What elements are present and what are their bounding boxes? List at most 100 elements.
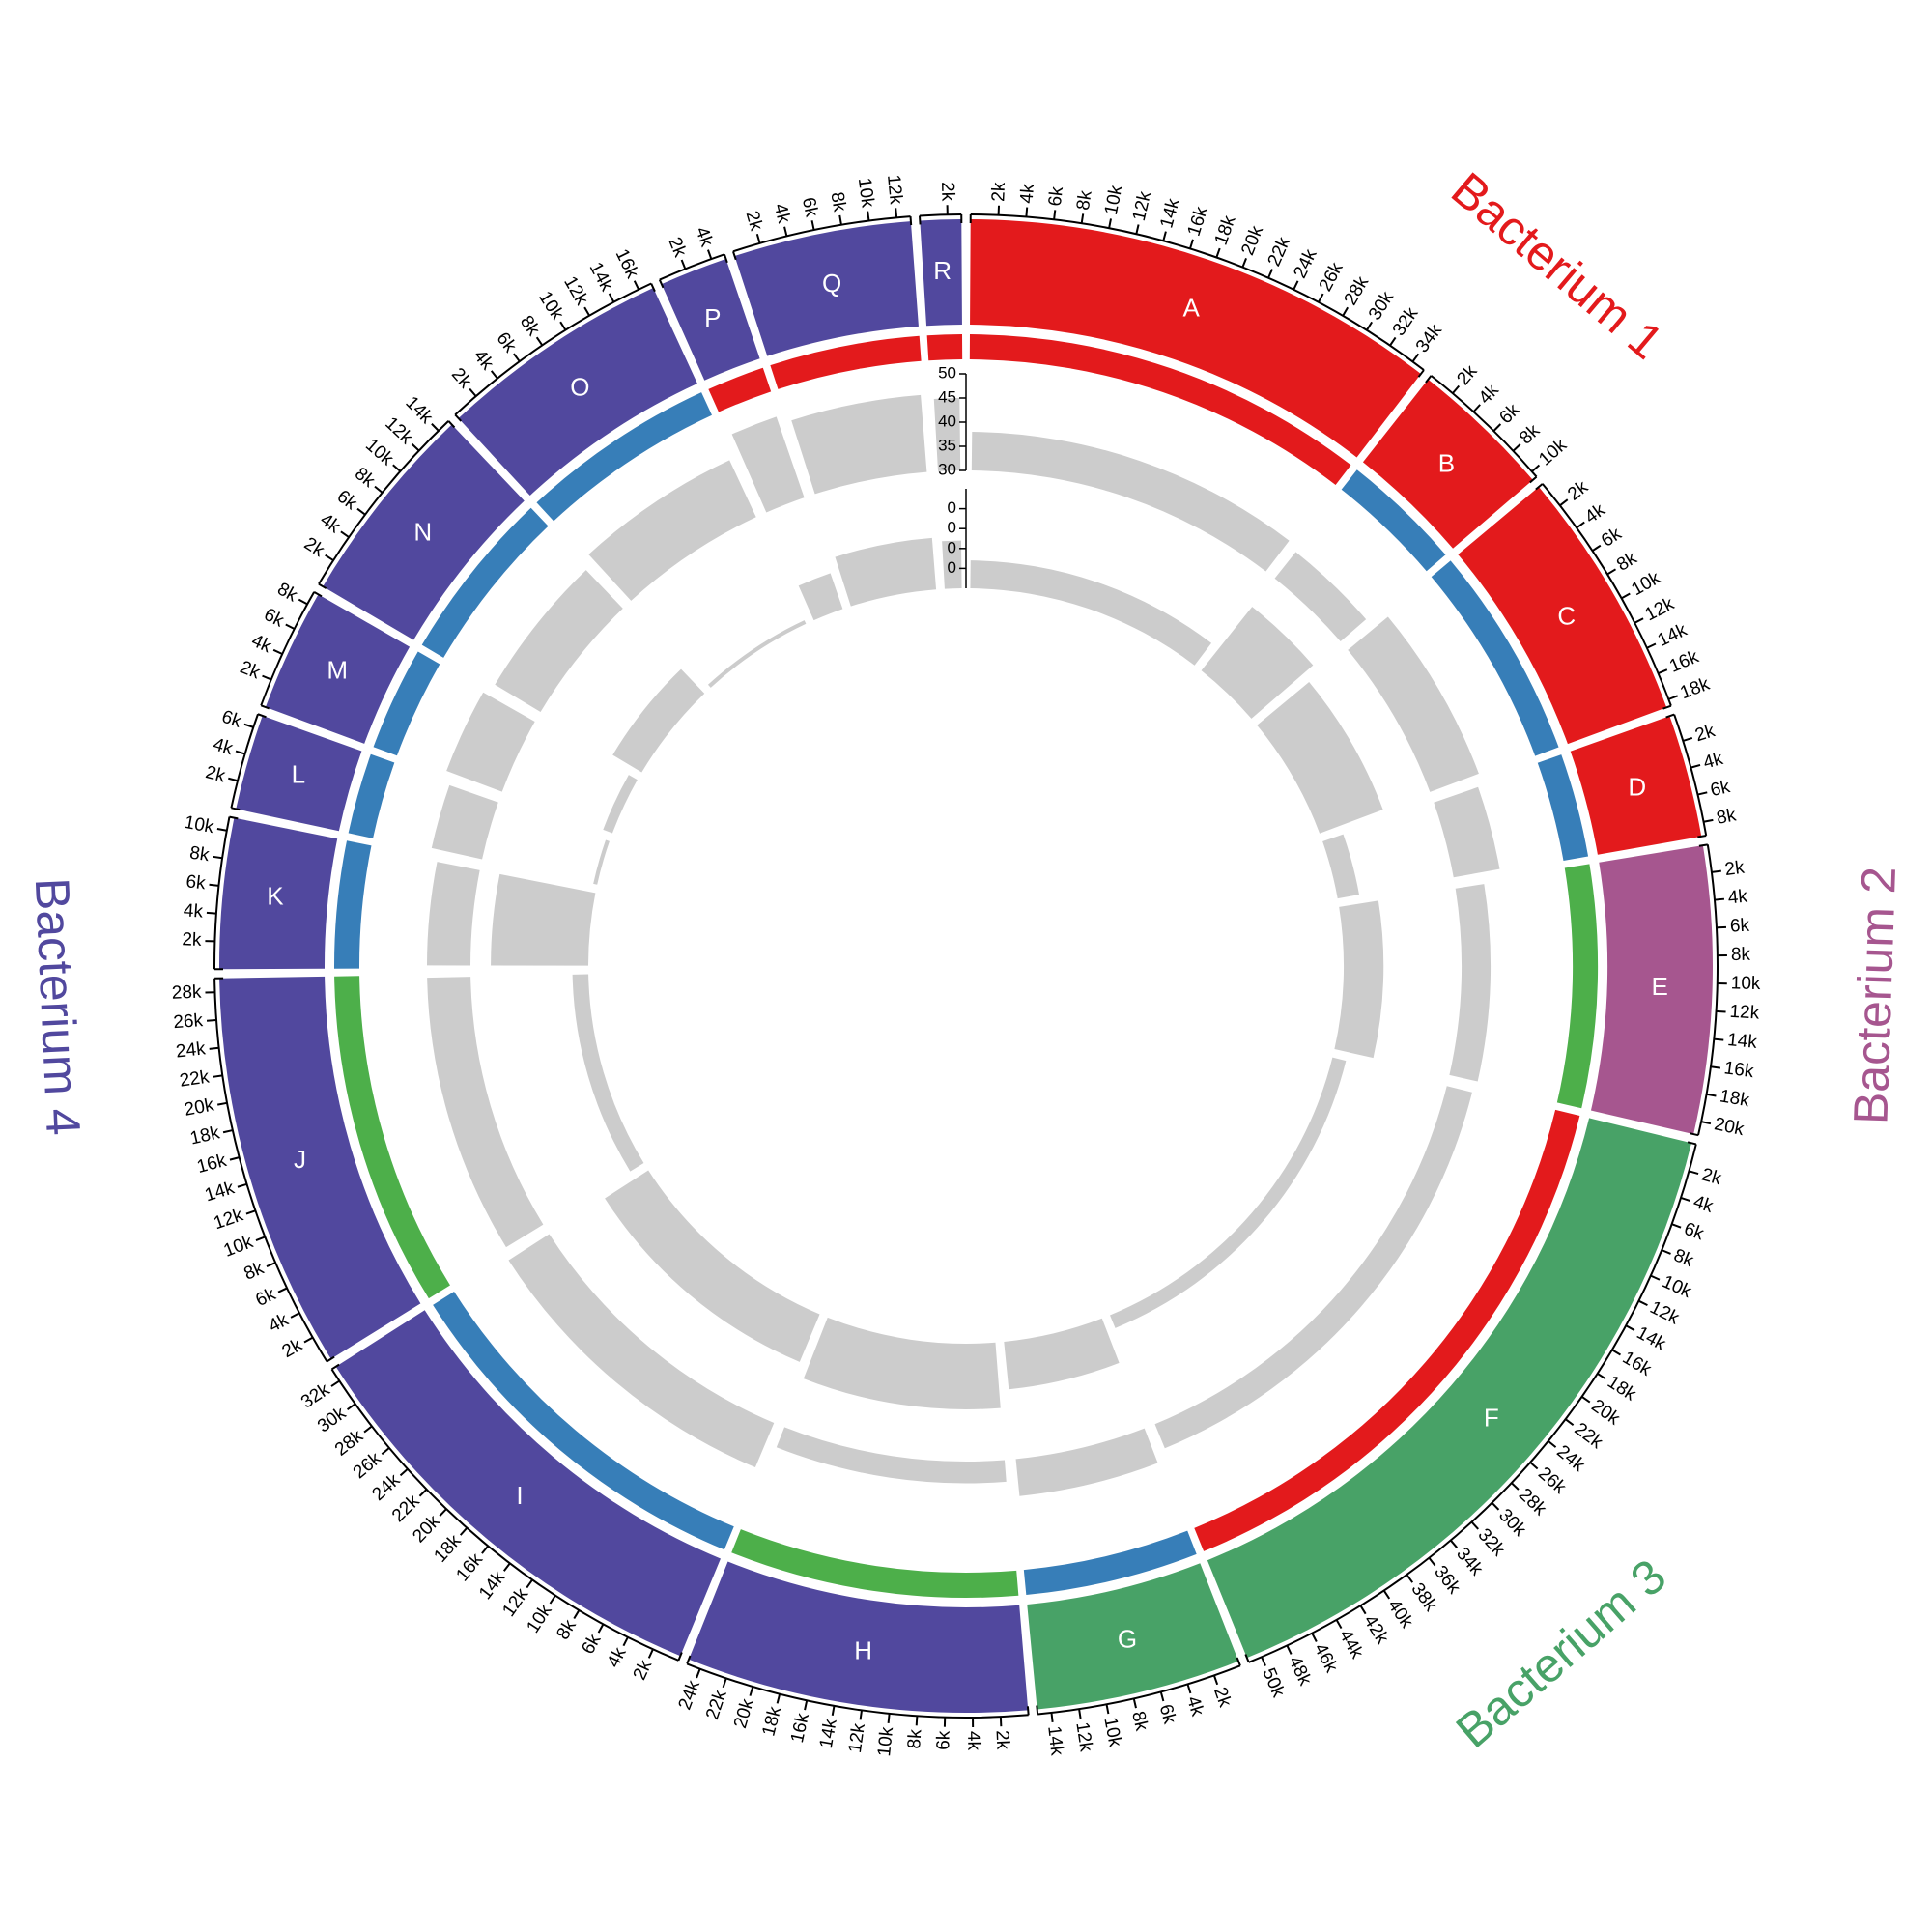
tick-mark xyxy=(1215,247,1221,258)
group-label: Bacterium 3 xyxy=(1446,1548,1676,1758)
track-bar xyxy=(605,1170,820,1362)
track-bar xyxy=(791,394,927,495)
tick-label: 2k xyxy=(1454,361,1482,389)
tick-label: 14k xyxy=(1634,1322,1669,1354)
tick-label: 6k xyxy=(578,1631,605,1658)
tick-label: 28k xyxy=(1515,1485,1550,1520)
tick-label: 18k xyxy=(430,1530,465,1566)
segment-band xyxy=(731,1529,1019,1599)
tick-label: 26k xyxy=(1534,1463,1570,1498)
tick-label: 8k xyxy=(1127,1710,1151,1734)
tick-mark xyxy=(887,1713,891,1723)
tick-label: 42k xyxy=(1359,1611,1392,1648)
tick-mark xyxy=(1591,544,1602,553)
tick-mark xyxy=(1318,293,1324,303)
track-bar xyxy=(731,416,805,513)
tick-mark xyxy=(303,1336,314,1344)
tick-mark xyxy=(1132,1698,1137,1709)
tick-label: 4k xyxy=(691,224,717,249)
tick-label: 8k xyxy=(188,842,211,866)
tick-label: 2k xyxy=(1723,858,1746,880)
segment-label: J xyxy=(294,1145,306,1174)
segment-band xyxy=(1023,1530,1197,1596)
track-tick-label: 45 xyxy=(938,387,956,406)
tick-mark xyxy=(1241,257,1247,268)
tick-label: 10k xyxy=(361,435,397,469)
tick-mark xyxy=(1293,280,1299,291)
group-label: Bacterium 1 xyxy=(1441,162,1673,370)
axis-end xyxy=(1425,375,1433,384)
tick-mark xyxy=(831,1705,836,1716)
segment-block xyxy=(1362,379,1533,549)
track-tick-label: 40 xyxy=(938,412,956,430)
tick-mark xyxy=(1105,1704,1110,1715)
segment-band xyxy=(969,334,1351,485)
tick-mark xyxy=(392,464,401,472)
segment-band xyxy=(1341,469,1446,572)
axis-end xyxy=(330,1363,340,1371)
tick-label: 14k xyxy=(475,1567,510,1603)
track-bar xyxy=(707,620,807,688)
tick-label: 4k xyxy=(248,631,274,658)
tick-mark xyxy=(810,220,815,231)
tick-mark xyxy=(216,827,227,832)
segment-block xyxy=(1458,487,1667,745)
tick-label: 16k xyxy=(452,1549,487,1585)
tick-mark xyxy=(1661,1249,1671,1255)
tick-mark xyxy=(549,1595,556,1605)
tick-mark xyxy=(206,1019,217,1022)
tick-mark xyxy=(1342,306,1350,317)
track-bar xyxy=(1154,1086,1472,1449)
tick-label: 18k xyxy=(1211,213,1240,247)
tick-mark xyxy=(526,1578,533,1589)
tick-label: 4k xyxy=(1475,380,1503,408)
tick-mark xyxy=(559,321,567,331)
tick-label: 20k xyxy=(409,1511,444,1547)
tick-label: 2k xyxy=(1699,1165,1724,1190)
track-bar xyxy=(1322,834,1359,899)
segment-block xyxy=(1590,845,1714,1135)
axis-end xyxy=(1698,843,1708,847)
tick-mark xyxy=(235,750,245,755)
tick-label: 28k xyxy=(331,1426,367,1461)
tick-mark xyxy=(399,1467,409,1477)
segment-axis xyxy=(919,213,962,217)
tick-mark xyxy=(573,1609,581,1620)
tick-label: 2k xyxy=(204,762,228,786)
segment-label: I xyxy=(516,1481,523,1510)
tick-label: 6k xyxy=(1045,185,1067,208)
tick-label: 4k xyxy=(469,346,497,374)
segment-band xyxy=(1537,754,1589,861)
tick-mark xyxy=(1529,1462,1539,1470)
tick-mark xyxy=(272,648,283,655)
track-tick-label: 0 xyxy=(948,558,956,577)
tick-label: 46k xyxy=(1310,1640,1342,1676)
tick-label: 12k xyxy=(1729,1002,1760,1024)
tick-label: 38k xyxy=(1406,1579,1440,1616)
tick-label: 8k xyxy=(1073,188,1096,212)
tick-label: 4k xyxy=(1581,499,1609,527)
tick-label: 20k xyxy=(730,1696,758,1731)
tick-label: 22k xyxy=(179,1066,212,1091)
segment-axis xyxy=(1541,483,1672,706)
tick-mark xyxy=(411,442,420,452)
tick-label: 18k xyxy=(1604,1372,1640,1406)
tick-mark xyxy=(255,1236,266,1241)
tick-label: 2k xyxy=(992,1730,1013,1751)
segment-label: G xyxy=(1118,1625,1137,1654)
tick-label: 10k xyxy=(1628,568,1663,601)
tick-mark xyxy=(1611,1349,1621,1356)
tick-label: 12k xyxy=(212,1205,246,1234)
tick-label: 16k xyxy=(611,246,642,282)
tick-label: 2k xyxy=(237,657,263,683)
track-bar xyxy=(1434,786,1500,878)
tick-mark xyxy=(277,1287,288,1293)
tick-label: 8k xyxy=(826,190,849,213)
segment-label: C xyxy=(1557,602,1576,631)
segment-band xyxy=(1431,560,1559,756)
tick-mark xyxy=(209,1046,219,1050)
tick-mark xyxy=(1714,897,1725,901)
tick-label: 12k xyxy=(1129,189,1156,223)
tick-label: 24k xyxy=(368,1470,404,1505)
tick-label: 4k xyxy=(604,1644,631,1671)
